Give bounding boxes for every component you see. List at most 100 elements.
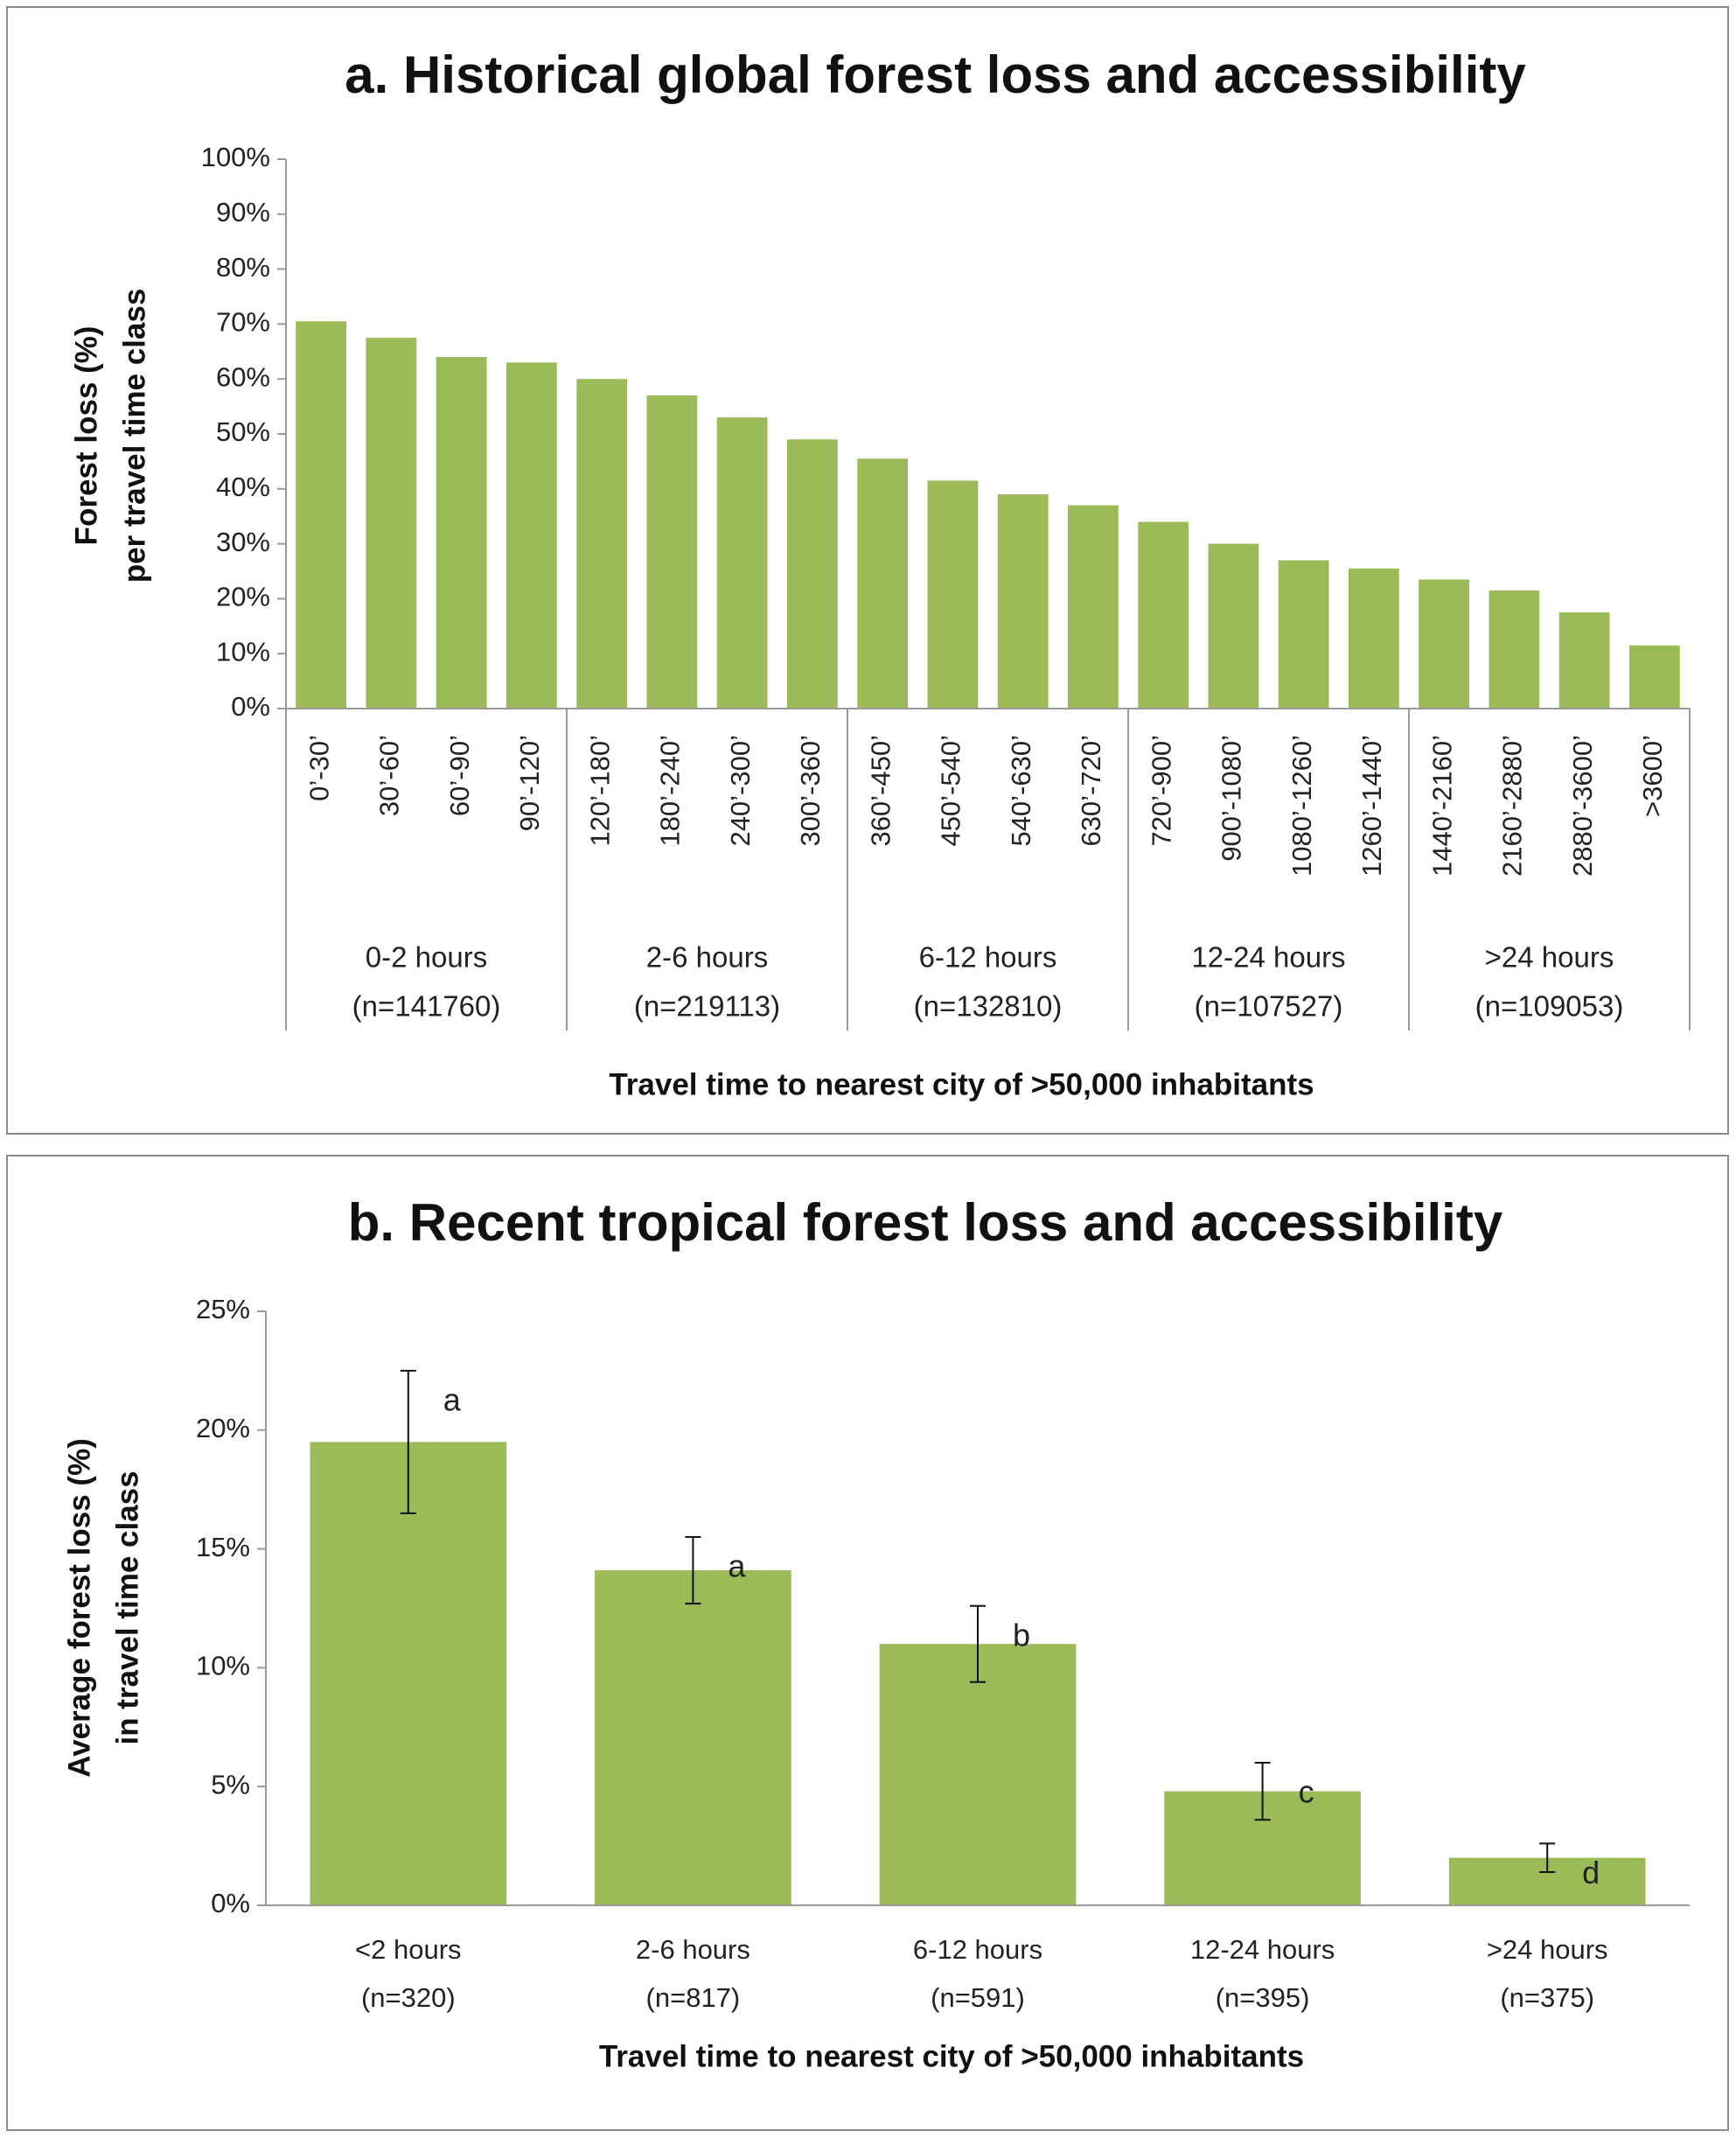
bar (857, 458, 909, 709)
significance-letter: a (443, 1381, 462, 1417)
bar (716, 417, 768, 709)
y-axis-label: in travel time class (110, 1471, 144, 1744)
y-tick-label: 40% (216, 472, 270, 502)
y-tick-label: 70% (216, 307, 270, 338)
y-axis-label: per travel time class (117, 289, 151, 583)
x-tick-label: 180’-240’ (655, 735, 686, 847)
chart-title: b. Recent tropical forest loss and acces… (348, 1193, 1503, 1252)
bar (1208, 543, 1259, 709)
group-label: (n=219113) (634, 990, 780, 1023)
bar (1348, 568, 1399, 709)
x-tick-label: 360’-450’ (865, 735, 896, 847)
x-tick-label: 1440’-2160’ (1426, 735, 1457, 877)
y-tick-label: 25% (196, 1294, 250, 1324)
chart-title: a. Historical global forest loss and acc… (345, 45, 1526, 104)
y-tick-label: 30% (216, 527, 270, 557)
x-tick-label: <2 hours (355, 1934, 462, 1965)
y-tick-label: 0% (211, 1888, 250, 1918)
x-tick-label: 1080’-1260’ (1286, 735, 1317, 877)
bar (576, 379, 628, 709)
x-tick-label: 30’-60’ (374, 735, 405, 816)
group-label: 6-12 hours (919, 941, 1057, 974)
x-tick-label: 450’-540’ (936, 735, 966, 847)
x-tick-label: 90’-120’ (514, 735, 545, 831)
x-tick-label: (n=375) (1500, 1982, 1594, 2013)
x-tick-label: 720’-900’ (1146, 735, 1176, 847)
y-tick-label: 5% (211, 1769, 250, 1799)
x-tick-label: 630’-720’ (1076, 735, 1106, 847)
significance-letter: d (1582, 1855, 1600, 1890)
x-tick-label: >3600’ (1637, 735, 1668, 817)
y-tick-label: 100% (201, 142, 270, 172)
x-tick-label: 2160’-2880’ (1497, 735, 1528, 877)
x-tick-label: 900’-1080’ (1217, 735, 1247, 862)
bar (1067, 505, 1119, 709)
x-tick-label: 1260’-1440’ (1356, 735, 1387, 877)
x-axis-label: Travel time to nearest city of >50,000 i… (609, 1067, 1314, 1101)
x-tick-label: 540’-630’ (1006, 735, 1036, 847)
y-tick-label: 10% (196, 1651, 250, 1681)
bar (1419, 579, 1470, 709)
x-tick-label: 120’-180’ (584, 735, 615, 847)
bar (646, 395, 698, 709)
bar (366, 338, 417, 709)
bar (595, 1570, 791, 1905)
error-bar (400, 1369, 416, 1514)
group-label: (n=109053) (1475, 990, 1624, 1023)
bar (879, 1644, 1077, 1905)
error-bar (970, 1604, 986, 1683)
bar (786, 439, 838, 709)
y-axis-label: Forest loss (%) (69, 326, 103, 546)
x-tick-label: 2-6 hours (636, 1934, 750, 1965)
x-tick-label: (n=817) (646, 1982, 741, 2013)
group-label: 2-6 hours (646, 941, 768, 974)
group-label: 12-24 hours (1191, 941, 1345, 974)
group-label: 0-2 hours (366, 941, 487, 974)
significance-letter: a (728, 1548, 746, 1584)
panel-frame (6, 6, 1729, 1135)
y-tick-label: 20% (216, 582, 270, 612)
bar (927, 480, 979, 709)
x-tick-label: (n=591) (931, 1982, 1025, 2013)
group-label: (n=107527) (1195, 990, 1343, 1023)
bar (997, 494, 1049, 709)
y-tick-label: 80% (216, 252, 270, 283)
y-tick-label: 15% (196, 1532, 250, 1562)
error-bar (1254, 1762, 1271, 1821)
bar (310, 1442, 507, 1905)
bar (1138, 521, 1189, 709)
y-tick-label: 20% (196, 1413, 250, 1443)
y-tick-label: 0% (231, 691, 270, 722)
group-label: (n=132810) (914, 990, 1063, 1023)
y-tick-label: 50% (216, 416, 270, 447)
significance-letter: b (1013, 1617, 1030, 1652)
x-tick-label: 0’-30’ (303, 735, 334, 801)
y-tick-label: 60% (216, 361, 270, 392)
y-tick-label: 10% (216, 636, 270, 667)
group-label: (n=141760) (352, 990, 501, 1023)
bar (436, 357, 487, 709)
error-bar (685, 1536, 701, 1605)
y-axis-label: Average forest loss (%) (62, 1438, 96, 1778)
x-tick-label: 240’-300’ (725, 735, 756, 847)
bar (505, 362, 557, 709)
bar (1278, 560, 1329, 709)
bar (1488, 590, 1540, 709)
x-tick-label: 6-12 hours (913, 1934, 1042, 1965)
significance-letter: c (1299, 1774, 1314, 1810)
y-tick-label: 90% (216, 197, 270, 227)
x-tick-label: 60’-90’ (444, 735, 475, 816)
bar (1628, 645, 1680, 709)
x-tick-label: 2880’-3600’ (1567, 735, 1598, 877)
x-tick-label: >24 hours (1487, 1934, 1608, 1965)
x-tick-label: (n=395) (1216, 1982, 1310, 2013)
x-axis-label: Travel time to nearest city of >50,000 i… (599, 2039, 1304, 2073)
bar (1558, 612, 1610, 709)
bar (296, 321, 347, 709)
x-tick-label: 12-24 hours (1190, 1934, 1335, 1965)
panel-frame (6, 1155, 1729, 2131)
error-bar (1539, 1842, 1556, 1873)
x-tick-label: (n=320) (361, 1982, 456, 2013)
